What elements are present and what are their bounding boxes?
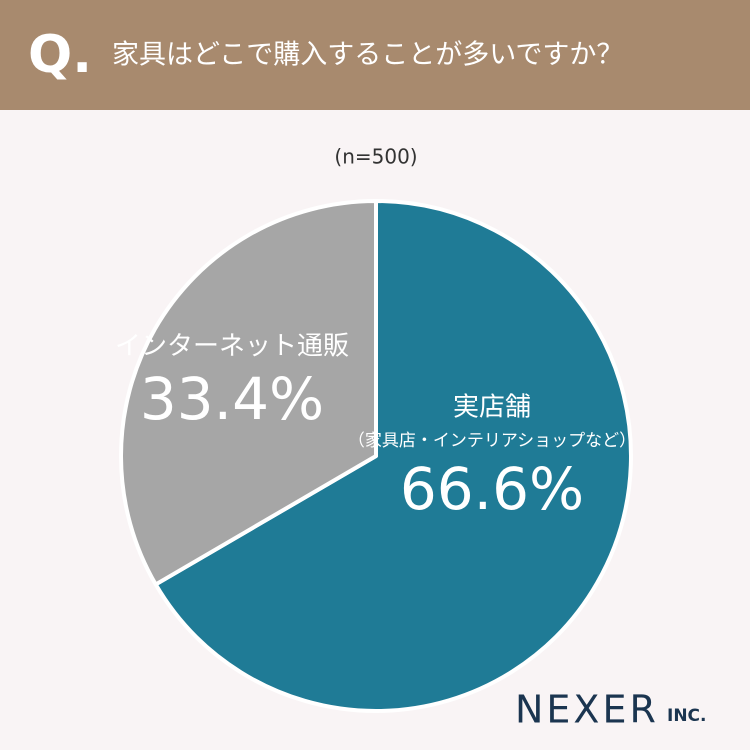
logo: NEXER — [515, 688, 659, 732]
category-note: （家具店・インテリアショップなど） — [348, 431, 636, 451]
value-label: 33.4% — [140, 365, 324, 433]
pie-slice — [119, 199, 378, 587]
header-band — [0, 0, 750, 110]
question-marker: Q. — [28, 25, 92, 85]
category-label: 実店舗 — [453, 393, 531, 423]
pie-slice — [153, 199, 633, 713]
logo-suffix: INC. — [667, 706, 707, 726]
pie — [119, 199, 633, 713]
question-text: 家具はどこで購入することが多いですか？ — [112, 40, 623, 71]
subtitle: (n=500) — [334, 145, 417, 169]
value-label: 66.6% — [400, 455, 584, 523]
category-label: インターネット通販 — [115, 332, 349, 362]
